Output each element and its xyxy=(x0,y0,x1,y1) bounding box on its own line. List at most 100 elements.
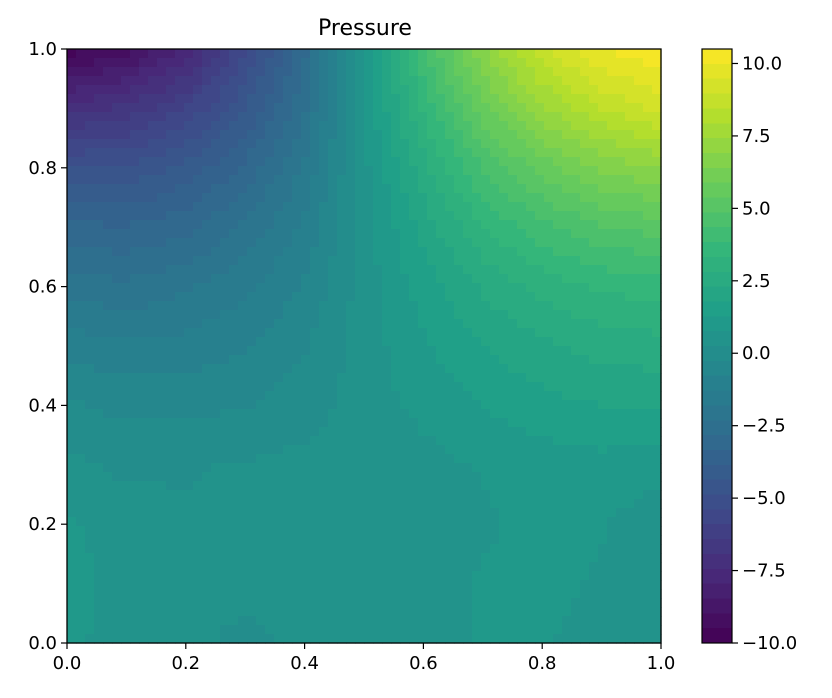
contour-cell xyxy=(202,319,212,329)
contour-cell xyxy=(472,67,482,77)
contour-cell xyxy=(481,490,491,500)
contour-cell xyxy=(472,337,482,347)
contour-cell xyxy=(553,49,563,59)
contour-cell xyxy=(166,58,176,68)
contour-cell xyxy=(148,148,158,158)
contour-cell xyxy=(517,130,527,140)
contour-cell xyxy=(94,400,104,410)
contour-cell xyxy=(418,598,428,608)
contour-cell xyxy=(400,49,410,59)
contour-cell xyxy=(103,400,113,410)
contour-cell xyxy=(544,175,554,185)
contour-cell xyxy=(274,67,284,77)
contour-cell xyxy=(274,463,284,473)
contour-cell xyxy=(589,193,599,203)
contour-cell xyxy=(391,562,401,572)
contour-cell xyxy=(598,184,608,194)
contour-cell xyxy=(553,274,563,284)
contour-cell xyxy=(355,436,365,446)
contour-cell xyxy=(382,148,392,158)
contour-cell xyxy=(607,499,617,509)
contour-cell xyxy=(265,436,275,446)
contour-cell xyxy=(436,85,446,95)
contour-cell xyxy=(652,76,662,86)
contour-cell xyxy=(103,598,113,608)
contour-cell xyxy=(229,544,239,554)
contour-cell xyxy=(652,382,662,392)
contour-cell xyxy=(454,625,464,635)
contour-cell xyxy=(166,85,176,95)
contour-cell xyxy=(607,328,617,338)
contour-cell xyxy=(382,580,392,590)
contour-cell xyxy=(274,265,284,275)
contour-cell xyxy=(247,301,257,311)
contour-cell xyxy=(301,202,311,212)
contour-cell xyxy=(445,463,455,473)
contour-cell xyxy=(85,175,95,185)
colorbar-tick-label: −2.5 xyxy=(742,416,786,437)
contour-cell xyxy=(454,202,464,212)
contour-cell xyxy=(517,472,527,482)
contour-cell xyxy=(76,112,86,122)
contour-cell xyxy=(265,292,275,302)
contour-cell xyxy=(364,319,374,329)
contour-cell xyxy=(94,373,104,383)
contour-cell xyxy=(175,49,185,59)
contour-cell xyxy=(553,85,563,95)
contour-cell xyxy=(364,544,374,554)
contour-cell xyxy=(481,382,491,392)
contour-cell xyxy=(229,391,239,401)
contour-cell xyxy=(247,625,257,635)
contour-cell xyxy=(85,247,95,257)
contour-cell xyxy=(238,319,248,329)
contour-cell xyxy=(427,508,437,518)
contour-cell xyxy=(553,202,563,212)
contour-cell xyxy=(94,112,104,122)
contour-cell xyxy=(418,454,428,464)
contour-cell xyxy=(103,490,113,500)
contour-cell xyxy=(220,310,230,320)
contour-cell xyxy=(463,67,473,77)
contour-cell xyxy=(463,562,473,572)
contour-cell xyxy=(589,526,599,536)
contour-cell xyxy=(157,616,167,626)
contour-cell xyxy=(526,391,536,401)
contour-cell xyxy=(508,85,518,95)
contour-cell xyxy=(553,76,563,86)
contour-cell xyxy=(481,508,491,518)
contour-cell xyxy=(526,382,536,392)
contour-cell xyxy=(121,256,131,266)
contour-cell xyxy=(580,112,590,122)
contour-cell xyxy=(490,463,500,473)
contour-cell xyxy=(274,355,284,365)
contour-cell xyxy=(292,112,302,122)
contour-cell xyxy=(112,481,122,491)
contour-cell xyxy=(526,337,536,347)
contour-cell xyxy=(346,130,356,140)
contour-cell xyxy=(562,67,572,77)
contour-cell xyxy=(481,499,491,509)
contour-cell xyxy=(454,211,464,221)
contour-cell xyxy=(265,616,275,626)
contour-cell xyxy=(67,616,77,626)
contour-cell xyxy=(481,130,491,140)
contour-cell xyxy=(544,148,554,158)
contour-cell xyxy=(166,373,176,383)
contour-cell xyxy=(355,598,365,608)
contour-cell xyxy=(625,373,635,383)
contour-cell xyxy=(166,274,176,284)
contour-cell xyxy=(616,472,626,482)
contour-cell xyxy=(607,418,617,428)
contour-cell xyxy=(418,445,428,455)
contour-cell xyxy=(121,571,131,581)
contour-cell xyxy=(346,544,356,554)
contour-cell xyxy=(364,49,374,59)
contour-cell xyxy=(643,490,653,500)
contour-cell xyxy=(184,481,194,491)
contour-cell xyxy=(562,454,572,464)
contour-cell xyxy=(508,247,518,257)
contour-cell xyxy=(454,427,464,437)
contour-cell xyxy=(319,184,329,194)
contour-cell xyxy=(94,301,104,311)
contour-cell xyxy=(274,238,284,248)
